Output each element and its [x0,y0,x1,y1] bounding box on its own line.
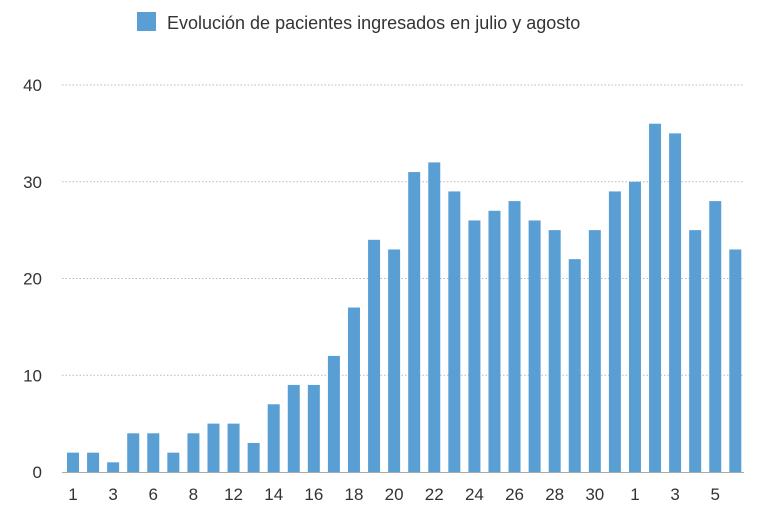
legend: Evolución de pacientes ingresados en jul… [137,12,580,33]
bar [107,462,120,472]
bar [247,442,260,472]
y-tick-label: 30 [23,173,42,192]
bar [608,191,621,473]
bar [67,452,79,472]
x-axis: 1 3 6 8 12 14 16 18 20 22 24 26 28 30 1 3 5 [68,485,720,504]
y-tick-label: 0 [33,463,42,482]
bar [588,230,601,472]
y-tick-label: 40 [23,76,42,95]
x-tick-label: 12 [224,485,243,504]
legend-label: Evolución de pacientes ingresados en jul… [167,13,580,33]
x-tick-label: 8 [189,485,198,504]
bar [207,423,220,472]
bar [528,220,541,472]
bar [87,452,100,472]
y-tick-label: 10 [23,366,42,385]
bar [709,201,722,472]
bars [67,123,742,473]
x-tick-label: 26 [505,485,524,504]
gridlines [62,84,744,473]
legend-swatch [137,12,156,31]
x-tick-label: 14 [264,485,283,504]
x-tick-label: 20 [385,485,404,504]
x-tick-label: 5 [711,485,720,504]
bar [347,307,360,472]
y-tick-label: 20 [23,270,42,289]
bar [729,249,742,472]
y-axis: 0 10 20 30 40 [23,76,42,482]
bar [468,220,481,472]
bar [448,191,461,473]
bar [548,230,561,472]
bar [127,433,140,472]
bar [628,181,641,472]
bar [669,133,682,472]
x-tick-label: 30 [585,485,604,504]
x-tick-label: 18 [345,485,364,504]
x-tick-label: 6 [149,485,158,504]
bar [649,123,662,472]
bar [689,230,702,472]
x-tick-label: 3 [108,485,117,504]
x-tick-label: 3 [670,485,679,504]
bar [368,239,381,472]
bar [267,404,280,472]
bar [167,452,180,472]
bar [568,259,581,472]
x-tick-label: 24 [465,485,484,504]
x-tick-label: 1 [68,485,77,504]
bar [147,433,160,472]
x-tick-label: 22 [425,485,444,504]
bar [508,201,521,472]
bar [287,384,300,472]
bar [327,355,340,472]
bar [408,172,421,472]
bar [428,162,441,472]
x-tick-label: 28 [545,485,564,504]
bar [227,423,240,472]
bar [187,433,200,472]
bar [388,249,401,472]
bar [307,384,320,472]
bar [488,210,501,472]
x-tick-label: 16 [304,485,323,504]
x-tick-label: 1 [630,485,639,504]
